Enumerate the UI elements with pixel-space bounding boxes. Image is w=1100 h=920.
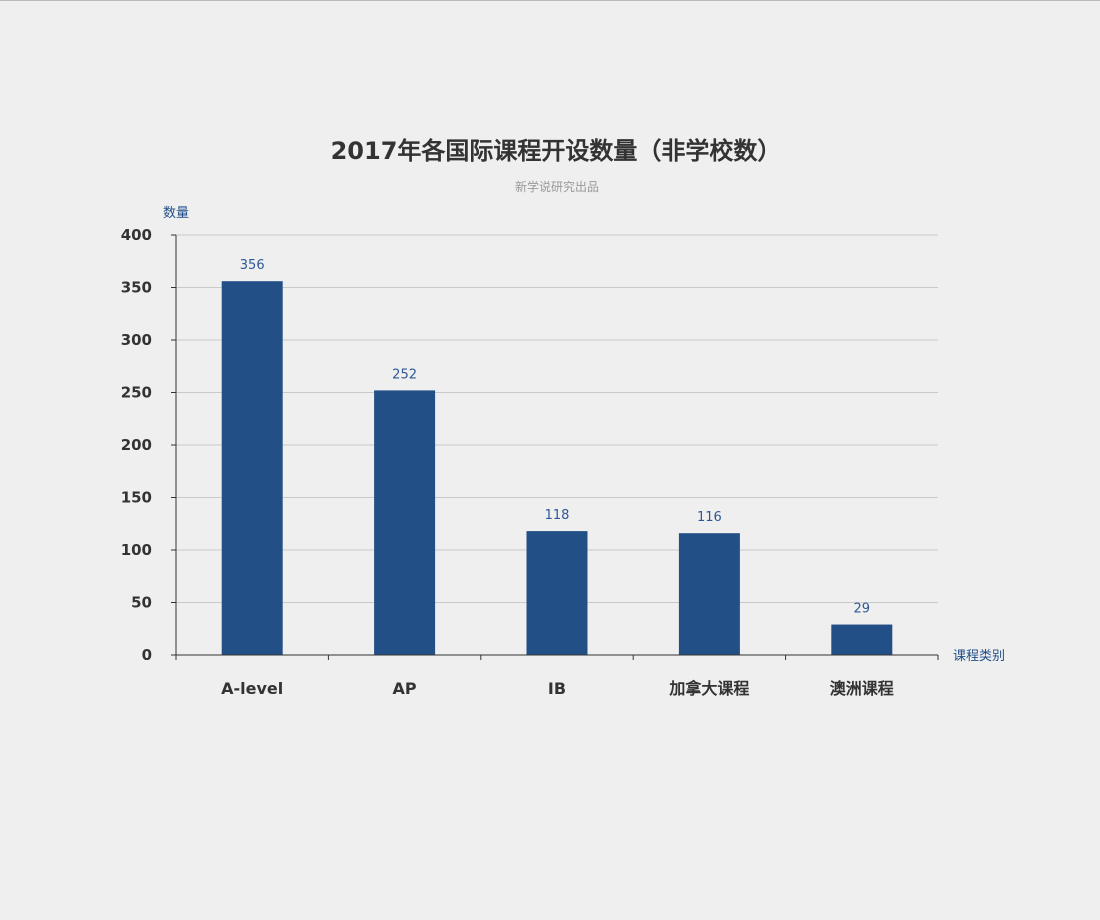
data-label: 116 [697, 510, 722, 525]
y-tick-label: 300 [121, 331, 152, 349]
x-tick-label: IB [548, 679, 566, 698]
data-label: 252 [392, 367, 417, 382]
bar [526, 531, 588, 655]
x-tick-label: 澳洲课程 [830, 679, 894, 698]
bar [221, 281, 283, 655]
x-tick-label: 加拿大课程 [668, 679, 749, 698]
x-tick-label: AP [393, 679, 417, 698]
y-tick-label: 0 [142, 646, 152, 664]
y-axis-title: 数量 [163, 206, 189, 221]
window-top-border [0, 0, 1100, 1]
y-tick-label: 400 [121, 226, 152, 244]
x-tick-label: A-level [221, 679, 283, 698]
bar [678, 533, 740, 655]
chart-subtitle: 新学说研究出品 [514, 180, 599, 194]
x-axis-title: 课程类别 [953, 649, 1005, 664]
y-tick-label: 150 [121, 489, 152, 507]
bars [221, 281, 893, 655]
data-label: 29 [854, 602, 871, 617]
chart-title: 2017年各国际课程开设数量（非学校数） [330, 137, 782, 165]
y-tick-label: 200 [121, 436, 152, 454]
bar [374, 390, 436, 655]
bar [831, 624, 893, 655]
data-label: 356 [240, 258, 265, 273]
y-tick-label: 350 [121, 279, 152, 297]
y-tick-label: 50 [131, 594, 152, 612]
axes [171, 234, 939, 660]
labels: 0 50 100 150 200 250 300 350 400 356 A-level 252 AP 1… [121, 226, 894, 698]
y-tick-label: 250 [121, 384, 152, 402]
data-label: 118 [545, 508, 570, 523]
y-tick-label: 100 [121, 541, 152, 559]
